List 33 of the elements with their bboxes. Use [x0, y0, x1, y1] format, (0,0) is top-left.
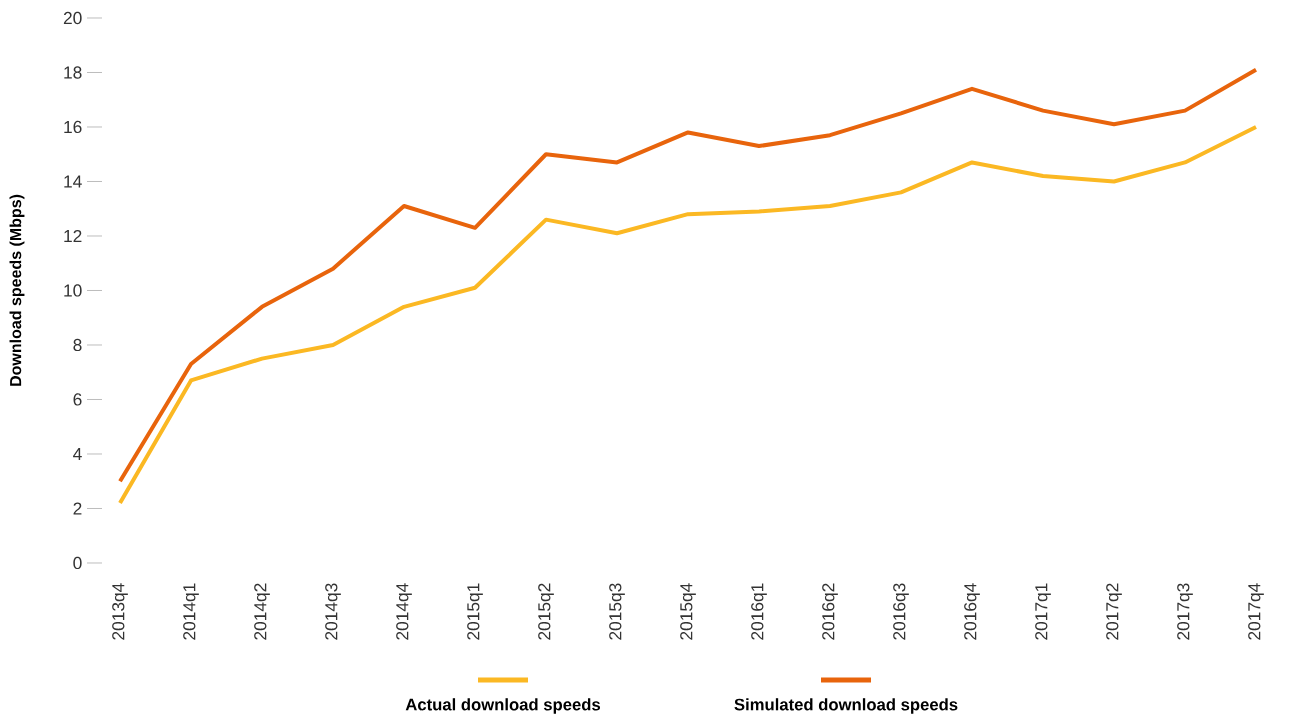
y-tick-label: 6	[73, 393, 82, 406]
y-tick-label: 4	[73, 448, 82, 460]
line-series	[118, 124, 1258, 506]
x-tick-label: 2017q3	[1177, 583, 1193, 640]
x-tick-label: 2016q3	[893, 583, 909, 640]
y-tick-label: 14	[64, 175, 82, 188]
x-tick-label: 2017q4	[1248, 583, 1264, 640]
y-tick-label: 20	[63, 11, 82, 25]
y-tick-label: 16	[64, 120, 82, 134]
legend-label: Simulated download speeds	[734, 698, 958, 714]
x-tick-label: 2016q2	[822, 583, 838, 640]
x-tick-label: 2017q2	[1106, 583, 1122, 640]
x-tick-label: 2014q1	[183, 583, 199, 640]
y-tick-label: 8	[73, 338, 82, 352]
x-tick-label: 2016q4	[964, 583, 980, 640]
x-tick-label: 2013q4	[112, 583, 128, 640]
line-series	[118, 67, 1258, 484]
x-tick-label: 2014q4	[396, 583, 412, 640]
x-tick-label: 2014q2	[254, 583, 270, 640]
x-tick-label: 2017q1	[1035, 583, 1051, 640]
x-tick-label: 2015q1	[467, 583, 483, 640]
x-tick-label: 2014q3	[325, 583, 341, 640]
legend-label: Actual download speeds	[405, 698, 601, 714]
y-tick-label: 18	[64, 66, 82, 79]
x-tick-label: 2016q1	[751, 583, 767, 640]
y-tick-label: 12	[64, 229, 82, 243]
x-tick-label: 2015q3	[609, 583, 625, 640]
x-tick-label: 2015q4	[680, 583, 696, 640]
y-tick-label: 0	[73, 556, 82, 570]
x-tick-label: 2015q2	[538, 583, 554, 640]
y-axis-title: Download speeds (Mbps)	[9, 194, 25, 386]
y-tick-label: 2	[73, 502, 82, 515]
y-tick-label: 10	[64, 284, 82, 297]
